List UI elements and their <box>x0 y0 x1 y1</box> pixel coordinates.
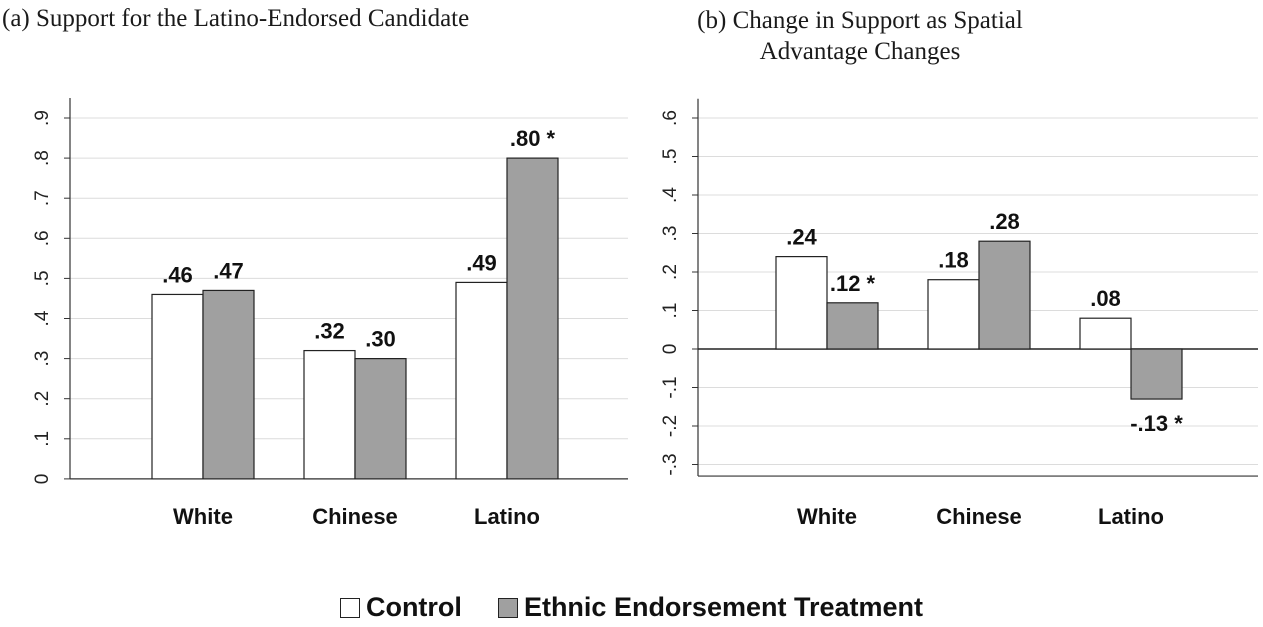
panela-data-label: .32 <box>314 319 345 344</box>
panela-bar-latino-control <box>455 281 508 480</box>
panelb-y-tick-label: .3 <box>660 226 681 242</box>
panelb-y-tick-label: .6 <box>660 110 681 126</box>
panela-y-tick-label: .1 <box>32 431 53 447</box>
panela-bar-white-treatment <box>202 289 255 480</box>
panela-y-tick-label: .2 <box>32 391 53 407</box>
panelb-bar-latino-treatment <box>1130 348 1183 400</box>
panelb-x-tick-label: Latino <box>1098 504 1164 529</box>
panela-bar-latino-treatment <box>506 157 559 480</box>
panelb-y-tick-label: .1 <box>660 303 681 319</box>
panelb-data-label: -.13 * <box>1130 411 1183 436</box>
panela-x-tick-label: White <box>173 504 233 529</box>
panela-y-tick-label: .8 <box>32 150 53 166</box>
panela-y-tick-label: 0 <box>32 474 53 485</box>
panela-x-tick-label: Chinese <box>312 504 398 529</box>
panela-data-label: .47 <box>213 258 244 283</box>
panelb-bar-chinese-control <box>927 279 980 350</box>
panelb-bar-white-treatment <box>826 302 879 350</box>
panela-bar-white-control <box>151 293 204 480</box>
legend-swatch-control <box>339 597 360 618</box>
panelb-y-tick-label: .5 <box>660 149 681 165</box>
panelb-data-label: .28 <box>989 209 1020 234</box>
panela-x-tick-label: Latino <box>474 504 540 529</box>
panelb-y-tick-label: .4 <box>660 187 681 203</box>
panelb-data-label: .08 <box>1090 286 1121 311</box>
panelb-y-tick-label: .2 <box>660 264 681 280</box>
panelb-y-tick-label: -.3 <box>660 453 681 475</box>
legend-item-treatment: Ethnic Endorsement Treatment <box>497 592 924 623</box>
panelb-bar-white-control <box>775 256 828 350</box>
panelb-y-tick-label: -.2 <box>660 415 681 437</box>
legend-swatch-treatment <box>497 597 518 618</box>
panela-y-tick-label: .6 <box>32 230 53 246</box>
panel-b-title: (b) Change in Support as Spatial Advanta… <box>697 7 1023 65</box>
panela-bar-chinese-treatment <box>354 358 407 480</box>
panela-y-tick-label: .4 <box>32 310 53 326</box>
panel-a-title: (a) Support for the Latino-Endorsed Cand… <box>2 5 470 32</box>
panela-y-tick-label: .3 <box>32 351 53 367</box>
panela-y-tick-label: .5 <box>32 270 53 286</box>
panela-data-label: .49 <box>466 250 497 275</box>
legend-label-treatment: Ethnic Endorsement Treatment <box>523 592 924 622</box>
panelb-y-tick-label: -.1 <box>660 376 681 398</box>
panela-y-tick-label: .7 <box>32 190 53 206</box>
panelb-x-tick-label: White <box>797 504 857 529</box>
panelb-y-tick-label: 0 <box>660 344 681 355</box>
panelb-data-label: .12 * <box>830 271 876 296</box>
panelb-data-label: .18 <box>938 248 969 273</box>
panelb-bar-latino-control <box>1079 317 1132 350</box>
panela-bar-chinese-control <box>303 349 356 480</box>
panelb-x-tick-label: Chinese <box>936 504 1022 529</box>
panela-data-label: .80 * <box>510 126 556 151</box>
panelb-bar-chinese-treatment <box>978 240 1031 350</box>
panela-data-label: .46 <box>162 262 193 287</box>
panela-y-tick-label: .9 <box>32 110 53 126</box>
legend-item-control: Control <box>339 592 462 623</box>
legend: Control Ethnic Endorsement Treatment <box>0 592 1263 623</box>
panela-data-label: .30 <box>365 327 396 352</box>
panelb-data-label: .24 <box>786 225 817 250</box>
legend-label-control: Control <box>365 592 462 622</box>
